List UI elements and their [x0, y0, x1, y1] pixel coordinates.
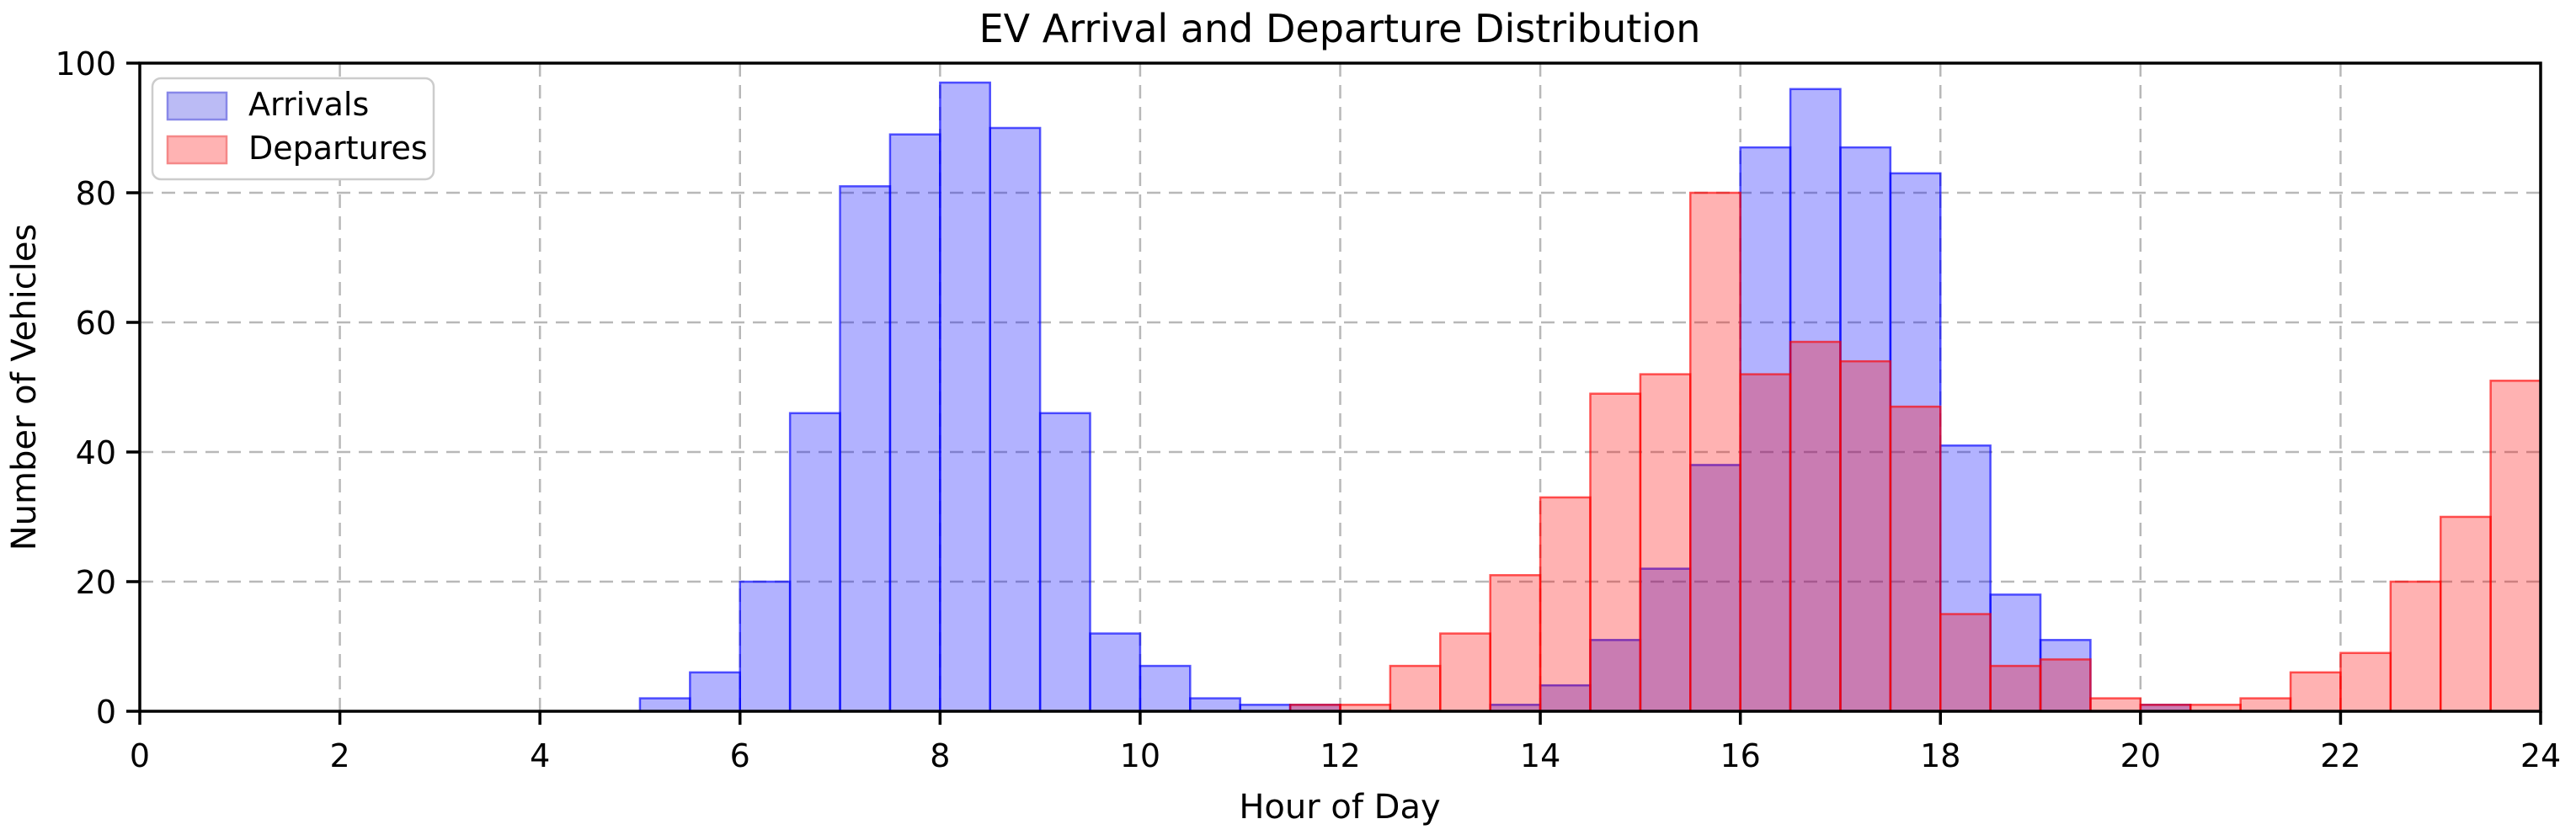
histogram-bar-arrivals: [888, 133, 941, 713]
histogram-bar-departures: [1839, 359, 1892, 713]
histogram-bar-departures: [2089, 697, 2142, 713]
histogram-bar-arrivals: [939, 81, 991, 713]
x-tick-label: 22: [2320, 737, 2360, 774]
histogram-bar-departures: [1389, 664, 1442, 713]
legend-label-departures: Departures: [248, 130, 428, 167]
legend-swatch-arrivals: [166, 91, 228, 121]
histogram-bar-arrivals: [788, 412, 841, 713]
histogram-bar-departures: [2039, 658, 2092, 713]
y-tick-label: 80: [76, 175, 116, 212]
legend: Arrivals Departures: [151, 77, 435, 181]
histogram-bar-departures: [1539, 496, 1592, 713]
x-tick-label: 10: [1120, 737, 1160, 774]
x-tick-label: 24: [2520, 737, 2561, 774]
histogram-bar-arrivals: [1589, 639, 1642, 713]
bars-layer: [638, 81, 2542, 713]
histogram-bar-departures: [2339, 652, 2392, 713]
x-tick-label: 2: [329, 737, 349, 774]
histogram-bar-arrivals: [689, 671, 742, 713]
histogram-bar-departures: [2239, 697, 2292, 713]
x-tick-label: 8: [930, 737, 950, 774]
y-tick-label: 100: [55, 45, 116, 82]
histogram-bar-departures: [1789, 340, 1842, 713]
x-tick-label: 4: [530, 737, 550, 774]
histogram-bar-arrivals: [1189, 697, 1241, 713]
histogram-bar-arrivals: [839, 185, 892, 713]
y-tick-label: 0: [96, 694, 116, 731]
x-tick-label: 12: [1320, 737, 1360, 774]
histogram-bar-departures: [2289, 671, 2342, 713]
histogram-bar-departures: [1489, 574, 1542, 713]
x-tick-label: 6: [730, 737, 750, 774]
x-axis-label: Hour of Day: [1239, 788, 1440, 827]
histogram-bar-departures: [2439, 515, 2492, 713]
histogram-bar-departures: [1889, 405, 1942, 713]
histogram-bar-departures: [1939, 613, 1992, 713]
x-tick-label: 14: [1520, 737, 1560, 774]
y-axis-label: Number of Vehicles: [5, 224, 44, 551]
histogram-bar-arrivals: [1139, 664, 1192, 713]
histogram-bar-departures: [1439, 632, 1491, 713]
histogram-bar-arrivals: [2039, 639, 2092, 713]
histogram-bar-departures: [1689, 191, 1741, 713]
y-tick-label: 40: [76, 434, 116, 471]
histogram-bar-departures: [1639, 373, 1692, 713]
histogram-bar-departures: [1739, 373, 1792, 713]
histogram-bar-arrivals: [638, 697, 691, 713]
x-tick-label: 20: [2120, 737, 2161, 774]
x-tick-label: 0: [130, 737, 150, 774]
histogram-bar-departures: [2489, 380, 2542, 713]
histogram-bar-arrivals: [989, 126, 1042, 713]
legend-swatch-departures: [166, 135, 228, 165]
x-tick-label: 16: [1720, 737, 1760, 774]
histogram-bar-arrivals: [1038, 412, 1091, 713]
histogram-bar-departures: [1589, 392, 1642, 713]
histogram-bar-departures: [1989, 664, 2042, 713]
histogram-bar-departures: [2389, 580, 2442, 713]
legend-label-arrivals: Arrivals: [248, 86, 369, 123]
histogram-bar-arrivals: [739, 580, 792, 713]
y-tick-label: 20: [76, 564, 116, 601]
grid-layer: [140, 61, 2541, 711]
x-tick-label: 18: [1920, 737, 1960, 774]
histogram-bar-arrivals: [1939, 444, 1992, 713]
y-tick-label: 60: [76, 305, 116, 342]
chart-title: EV Arrival and Departure Distribution: [979, 6, 1701, 51]
histogram-bar-arrivals: [1889, 172, 1942, 713]
histogram-bar-arrivals: [1089, 632, 1142, 713]
